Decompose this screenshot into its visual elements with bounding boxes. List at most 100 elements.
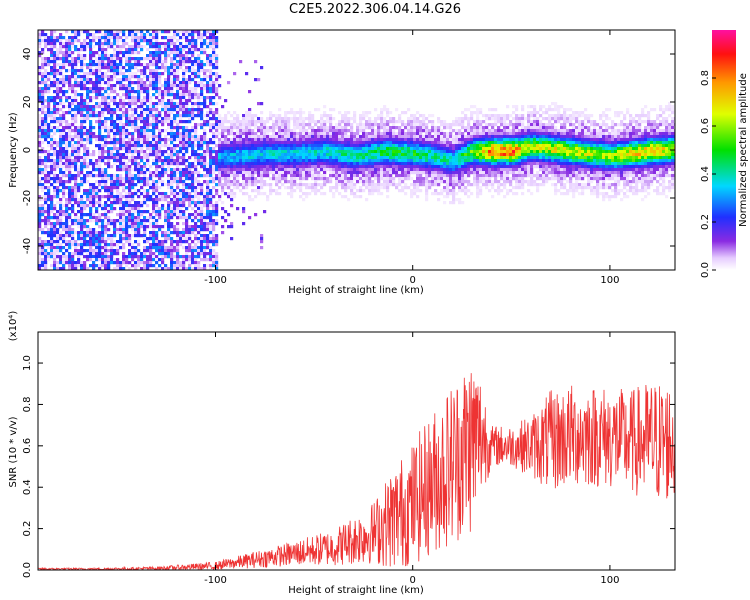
heatmap-cell (218, 141, 222, 145)
heatmap-cell (212, 252, 216, 256)
heatmap-cell (158, 225, 162, 229)
heatmap-cell (152, 258, 156, 262)
heatmap-cell (296, 111, 300, 115)
heatmap-cell (155, 168, 159, 172)
heatmap-cell (50, 57, 54, 61)
heatmap-cell (176, 144, 180, 148)
heatmap-cell (167, 69, 171, 73)
heatmap-cell (308, 144, 312, 148)
heatmap-cell (116, 45, 120, 49)
heatmap-cell (170, 87, 174, 91)
heatmap-cell (56, 180, 60, 184)
heatmap-cell (50, 141, 54, 145)
heatmap-cell (47, 240, 51, 244)
heatmap-cell (101, 75, 105, 79)
heatmap-cell (143, 87, 147, 91)
heatmap-cell (98, 78, 102, 82)
heatmap-cell (107, 255, 111, 259)
heatmap-cell (200, 144, 204, 148)
heatmap-cell (290, 135, 294, 139)
heatmap-cell (146, 261, 150, 265)
heatmap-cell (53, 168, 57, 172)
heatmap-cell (287, 150, 291, 154)
heatmap-cell (65, 141, 69, 145)
heatmap-cell (239, 153, 243, 157)
heatmap-cell (218, 171, 222, 175)
heatmap-cell (173, 174, 177, 178)
heatmap-cell (137, 204, 141, 208)
heatmap-cell (164, 87, 168, 91)
heatmap-cell (191, 90, 195, 94)
heatmap-cell (326, 147, 330, 151)
heatmap-cell (89, 105, 93, 109)
heatmap-cell (137, 177, 141, 181)
heatmap-cell (353, 144, 357, 148)
heatmap-cell (245, 129, 249, 133)
heatmap-cell (74, 111, 78, 115)
heatmap-cell (335, 174, 339, 178)
heatmap-cell (80, 63, 84, 67)
heatmap-cell (119, 261, 123, 265)
heatmap-cell (215, 120, 219, 124)
heatmap-cell (149, 150, 153, 154)
heatmap-cell (41, 183, 45, 187)
heatmap-cell (287, 117, 291, 121)
heatmap-cell (182, 198, 186, 202)
heatmap-cell (131, 117, 135, 121)
heatmap-cell (263, 168, 267, 172)
heatmap-cell (170, 243, 174, 247)
heatmap-cell (143, 126, 147, 130)
heatmap-cell (80, 132, 84, 136)
heatmap-cell (65, 180, 69, 184)
heatmap-cell (50, 81, 54, 85)
heatmap-cell (260, 162, 264, 166)
heatmap-cell (260, 102, 264, 106)
heatmap-cell (365, 153, 369, 157)
heatmap-cell (338, 120, 342, 124)
heatmap-cell (275, 159, 279, 163)
heatmap-cell (272, 135, 276, 139)
heatmap-cell (137, 75, 141, 79)
heatmap-cell (191, 174, 195, 178)
heatmap-cell (185, 132, 189, 136)
heatmap-cell (116, 126, 120, 130)
heatmap-cell (62, 102, 66, 106)
heatmap-cell (164, 252, 168, 256)
heatmap-cell (83, 165, 87, 169)
heatmap-cell (116, 129, 120, 133)
heatmap-cell (170, 231, 174, 235)
heatmap-cell (203, 138, 207, 142)
heatmap-cell (152, 138, 156, 142)
heatmap-cell (125, 201, 129, 205)
heatmap-cell (200, 81, 204, 85)
heatmap-cell (257, 138, 261, 142)
heatmap-cell (275, 192, 279, 196)
heatmap-cell (80, 213, 84, 217)
heatmap-cell (197, 195, 201, 199)
heatmap-cell (50, 243, 54, 247)
heatmap-cell (323, 120, 327, 124)
heatmap-cell (98, 183, 102, 187)
heatmap-cell (173, 102, 177, 106)
heatmap-cell (116, 117, 120, 121)
heatmap-cell (188, 96, 192, 100)
heatmap-cell (89, 87, 93, 91)
heatmap-cell (191, 60, 195, 64)
heatmap-cell (371, 156, 375, 160)
heatmap-cell (164, 93, 168, 97)
heatmap-cell (155, 54, 159, 58)
heatmap-cell (68, 201, 72, 205)
heatmap-cell (299, 132, 303, 136)
heatmap-cell (176, 111, 180, 115)
heatmap-cell (164, 51, 168, 55)
heatmap-cell (332, 165, 336, 169)
heatmap-cell (125, 111, 129, 115)
heatmap-cell (194, 39, 198, 43)
heatmap-cell (98, 135, 102, 139)
heatmap-cell (212, 102, 216, 106)
heatmap-cell (89, 252, 93, 256)
heatmap-cell (299, 120, 303, 124)
heatmap-cell (344, 171, 348, 175)
heatmap-cell (59, 63, 63, 67)
heatmap-cell (170, 51, 174, 55)
